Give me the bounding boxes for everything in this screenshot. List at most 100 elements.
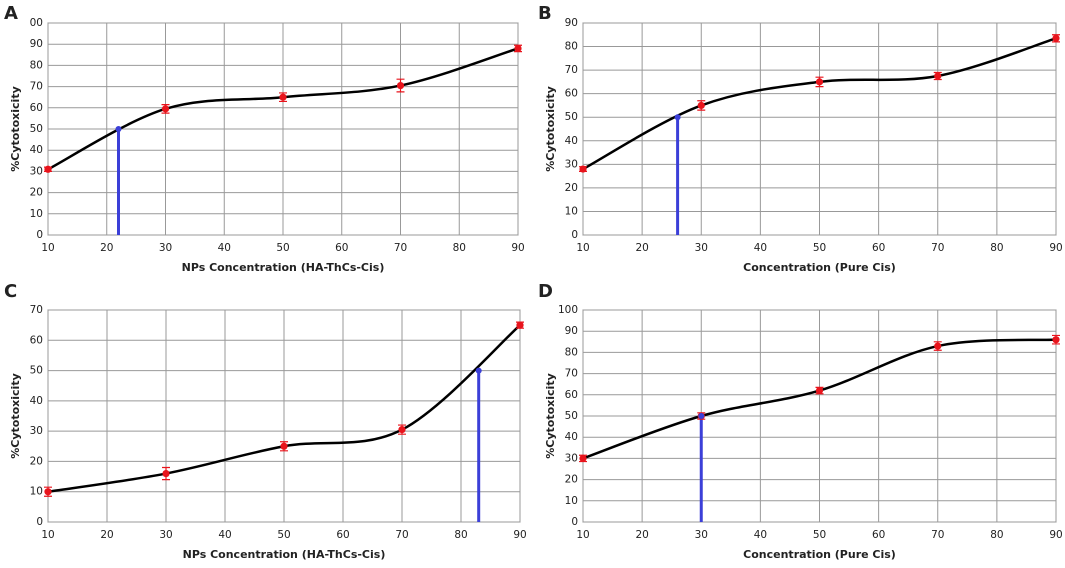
- y-tick-label: 10: [30, 486, 43, 498]
- x-tick-label: 90: [511, 242, 524, 254]
- y-tick-label: 100: [558, 304, 578, 316]
- y-tick-label: 20: [565, 182, 578, 194]
- x-tick-label: 50: [813, 529, 826, 541]
- x-tick-label: 70: [395, 529, 408, 541]
- reference-point: [475, 367, 482, 374]
- y-tick-label: 40: [30, 144, 43, 156]
- x-tick-label: 80: [454, 529, 467, 541]
- x-tick-label: 30: [159, 529, 172, 541]
- y-tick-label: 80: [30, 59, 43, 71]
- panel-label: A: [4, 3, 18, 24]
- y-tick-label: 60: [30, 102, 43, 114]
- data-point: [396, 81, 405, 90]
- data-point: [44, 165, 52, 173]
- x-tick-label: 40: [754, 529, 767, 541]
- panel-label: B: [538, 3, 552, 24]
- y-tick-label: 10: [565, 495, 578, 507]
- data-point: [1052, 336, 1060, 344]
- x-tick-label: 30: [159, 242, 172, 254]
- data-point: [44, 488, 52, 496]
- y-tick-label: 70: [30, 81, 43, 93]
- x-tick-label: 20: [100, 529, 113, 541]
- data-point: [697, 101, 705, 110]
- y-tick-label: 40: [565, 135, 578, 147]
- y-tick-label: 90: [30, 38, 43, 50]
- y-tick-label: 50: [30, 123, 43, 135]
- data-point: [162, 469, 170, 478]
- y-tick-label: 70: [30, 304, 43, 316]
- data-point: [579, 454, 587, 462]
- panel-label: C: [4, 281, 17, 302]
- data-point: [280, 442, 288, 450]
- y-axis-label: %Cytotoxicity: [9, 373, 22, 458]
- y-tick-label: 0: [36, 516, 43, 528]
- x-tick-label: 70: [931, 529, 944, 541]
- x-tick-label: 80: [453, 242, 466, 254]
- x-axis-label: Concentration (Pure Cis): [743, 261, 896, 274]
- panel-label: D: [538, 281, 553, 302]
- y-tick-label: 0: [36, 229, 43, 241]
- y-tick-label: 50: [565, 410, 578, 422]
- y-tick-label: 80: [565, 41, 578, 53]
- y-tick-label: 10: [565, 205, 578, 217]
- y-tick-label: 0: [571, 516, 578, 528]
- data-point: [514, 44, 522, 53]
- data-point: [815, 78, 824, 86]
- y-tick-label: 0: [571, 229, 578, 241]
- x-tick-label: 10: [576, 242, 589, 254]
- x-tick-label: 50: [277, 529, 290, 541]
- x-tick-label: 90: [513, 529, 526, 541]
- data-point: [934, 72, 942, 80]
- x-axis-label: Concentration (Pure Cis): [743, 548, 896, 561]
- y-tick-label: 50: [30, 365, 43, 377]
- x-tick-label: 60: [872, 529, 885, 541]
- y-tick-label: 90: [565, 17, 578, 29]
- x-tick-label: 60: [872, 242, 885, 254]
- x-tick-label: 10: [576, 529, 589, 541]
- data-point: [934, 342, 942, 350]
- y-tick-label: 30: [565, 158, 578, 170]
- x-tick-label: 90: [1049, 242, 1062, 254]
- y-tick-label: 30: [565, 452, 578, 464]
- x-tick-label: 30: [695, 529, 708, 541]
- x-tick-label: 20: [100, 242, 113, 254]
- x-tick-label: 40: [754, 242, 767, 254]
- data-point: [161, 105, 170, 113]
- data-point: [398, 426, 406, 434]
- y-tick-label: 80: [565, 346, 578, 358]
- reference-point: [698, 413, 705, 419]
- x-axis-label: NPs Concentration (HA-ThCs-Cis): [182, 261, 385, 274]
- y-tick-label: 30: [30, 425, 43, 437]
- y-tick-label: 30: [30, 165, 43, 177]
- data-point: [815, 386, 824, 395]
- x-tick-label: 80: [990, 529, 1003, 541]
- y-axis-label: %Cytotoxicity: [9, 86, 22, 171]
- x-tick-label: 40: [218, 242, 231, 254]
- x-axis-label: NPs Concentration (HA-ThCs-Cis): [183, 548, 386, 561]
- reference-point: [115, 126, 122, 132]
- data-point: [516, 321, 524, 329]
- x-tick-label: 50: [276, 242, 289, 254]
- y-tick-label: 20: [30, 455, 43, 467]
- y-tick-label: 90: [565, 325, 578, 337]
- y-tick-label: 60: [565, 88, 578, 100]
- x-tick-label: 20: [635, 529, 648, 541]
- data-point: [279, 93, 287, 101]
- x-tick-label: 10: [41, 529, 54, 541]
- data-point: [1052, 34, 1060, 42]
- x-tick-label: 90: [1049, 529, 1062, 541]
- x-tick-label: 60: [335, 242, 348, 254]
- x-tick-label: 30: [695, 242, 708, 254]
- y-tick-label: 40: [30, 395, 43, 407]
- y-tick-label: 70: [565, 368, 578, 380]
- data-point: [579, 165, 587, 173]
- x-tick-label: 70: [394, 242, 407, 254]
- x-tick-label: 10: [41, 242, 54, 254]
- y-tick-label: 70: [565, 64, 578, 76]
- y-axis-label: %Cytotoxicity: [544, 86, 557, 171]
